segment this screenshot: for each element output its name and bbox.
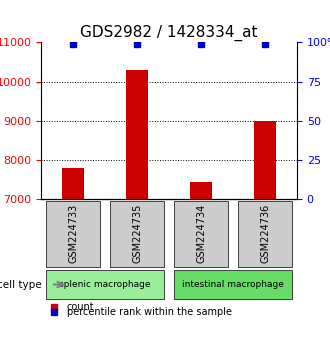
FancyBboxPatch shape [238,200,292,267]
Text: intestinal macrophage: intestinal macrophage [182,280,284,289]
FancyBboxPatch shape [174,270,292,299]
FancyBboxPatch shape [174,200,228,267]
FancyBboxPatch shape [46,200,100,267]
Bar [126,70,148,199]
Bar [190,182,212,199]
Text: GSM224735: GSM224735 [132,204,142,263]
Text: count: count [67,302,94,312]
Text: GSM224734: GSM224734 [196,204,206,263]
Bar [62,168,84,199]
Text: cell type: cell type [0,280,41,290]
Text: GSM224733: GSM224733 [68,204,78,263]
Text: percentile rank within the sample: percentile rank within the sample [67,307,232,317]
Text: splenic macrophage: splenic macrophage [59,280,151,289]
Text: GSM224736: GSM224736 [260,204,270,263]
Title: GDS2982 / 1428334_at: GDS2982 / 1428334_at [81,25,258,41]
FancyBboxPatch shape [46,270,164,299]
Bar [254,121,276,199]
FancyBboxPatch shape [110,200,164,267]
